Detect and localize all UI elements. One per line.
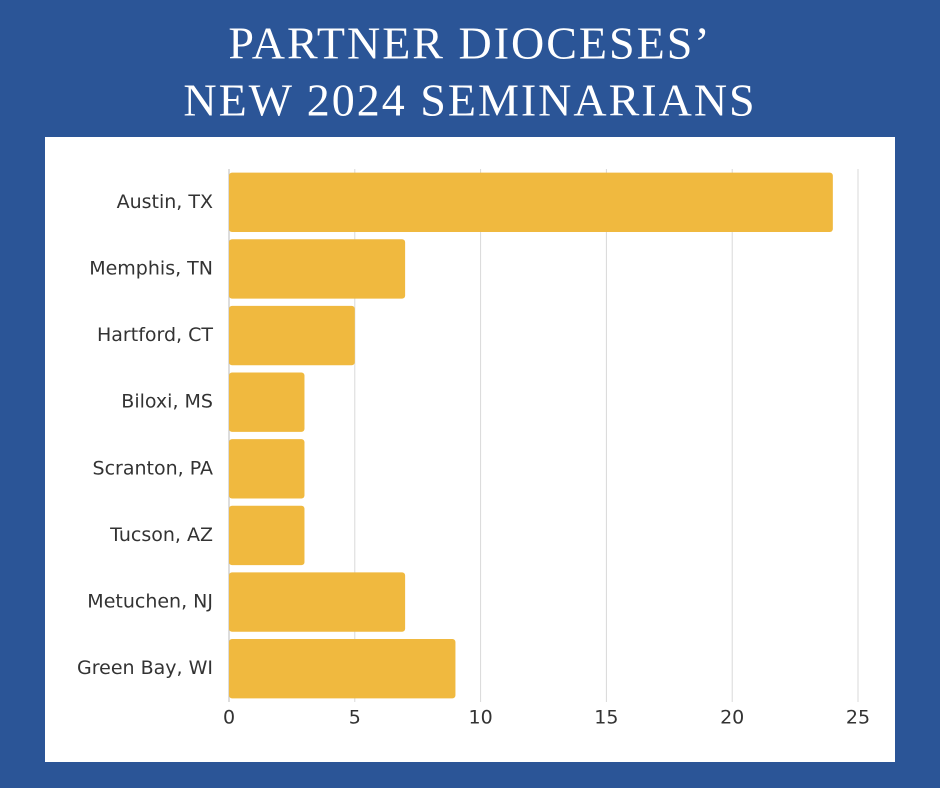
bar [229,572,406,632]
bar [229,639,456,699]
chart-title: NEW 2024 SEMINARIANS [183,75,756,126]
bar [229,505,305,566]
chart-panel [45,137,895,762]
x-tick-label: 15 [594,707,618,729]
y-tick-label: Green Bay, WI [77,657,213,679]
x-tick-label: 5 [349,707,361,729]
y-tick-label: Austin, TX [117,191,213,213]
y-tick-label: Tucson, AZ [109,524,213,546]
bar [229,372,305,432]
bar [229,439,305,499]
chart-title: PARTNER DIOCESES’ [228,18,711,69]
y-tick-label: Biloxi, MS [121,391,213,413]
x-tick-label: 20 [720,707,744,729]
bar [229,172,833,232]
x-tick-label: 25 [846,707,870,729]
bar [229,305,355,366]
x-tick-label: 10 [469,707,493,729]
y-tick-label: Hartford, CT [97,324,213,346]
y-tick-label: Scranton, PA [93,457,213,479]
x-tick-label: 0 [223,707,235,729]
y-tick-label: Metuchen, NJ [87,591,213,613]
y-tick-label: Memphis, TN [89,257,213,279]
bar [229,239,406,299]
